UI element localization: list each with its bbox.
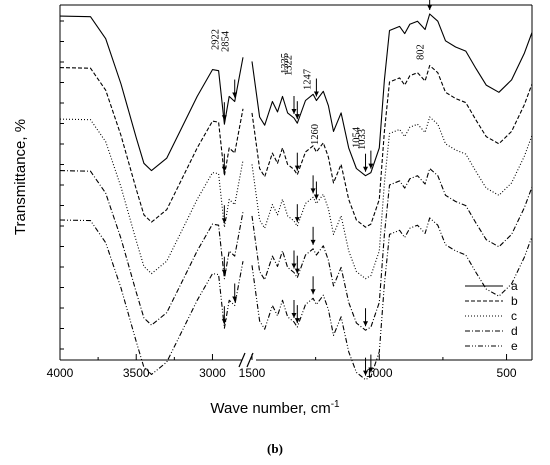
- peak-arrows: [221, 0, 433, 376]
- peak-arrow-head: [291, 312, 297, 318]
- peak-arrow-head: [363, 166, 369, 172]
- peak-arrow-head: [427, 5, 433, 10]
- axis-break-mark: [238, 352, 246, 368]
- series-e-left-line: [59, 219, 244, 376]
- peak-arrow-head: [294, 268, 300, 274]
- x-tick-label: 3000: [199, 366, 226, 380]
- peak-label: 1335: [280, 53, 291, 74]
- peak-arrow-head: [232, 92, 238, 98]
- figure-caption: (b): [267, 441, 283, 456]
- peak-arrow-head: [368, 163, 374, 169]
- series-layer: [59, 13, 533, 381]
- series-c-left-line: [59, 118, 244, 275]
- peak-label: 2854: [221, 30, 232, 52]
- peak-arrow-head: [221, 269, 227, 275]
- x-axis-title-main: Wave number, cm: [210, 400, 330, 417]
- peak-arrow-head: [294, 165, 300, 171]
- peak-arrow-head: [221, 319, 227, 325]
- peak-arrow-head: [294, 114, 300, 120]
- legend-label-e: e: [511, 339, 518, 353]
- x-tick-label: 4000: [47, 366, 74, 380]
- x-tick-label: 500: [497, 366, 517, 380]
- peak-arrow-head: [363, 370, 369, 376]
- series-c-right-line: [251, 116, 533, 280]
- series-a-right-line: [251, 13, 533, 177]
- series-b-left-line: [59, 67, 244, 223]
- peak-arrow-head: [363, 321, 369, 327]
- peak-arrow-head: [310, 188, 316, 194]
- peak-arrow-head: [221, 115, 227, 121]
- peak-arrow-head: [310, 239, 316, 245]
- peak-label: 802: [416, 44, 427, 60]
- peak-label: 1247: [302, 69, 313, 90]
- series-a-left-line: [59, 15, 244, 172]
- peak-arrow-head: [291, 109, 297, 115]
- x-axis-ticks: 4000 3500 3000 1500 1000 500: [47, 354, 517, 380]
- peak-label: 1322: [283, 55, 294, 76]
- x-tick-label: 1000: [366, 366, 393, 380]
- legend-label-c: c: [511, 309, 517, 323]
- legend-label-d: d: [511, 324, 518, 338]
- peak-arrow-head: [294, 217, 300, 223]
- peak-arrow-head: [221, 218, 227, 224]
- peak-label: 2922: [210, 29, 221, 50]
- peak-label: 1054: [352, 126, 363, 148]
- series-b-right-line: [251, 64, 533, 228]
- peak-arrow-head: [291, 263, 297, 269]
- peak-arrow-head: [232, 296, 238, 302]
- peak-label: 1033: [357, 129, 368, 150]
- plot-frame: [59, 4, 533, 368]
- peak-arrow-head: [313, 194, 319, 200]
- series-d-left-line: [59, 170, 244, 326]
- peak-arrow-head: [313, 91, 319, 97]
- series-d-right-line: [251, 167, 533, 331]
- y-axis-title: Transmittance, %: [12, 119, 29, 235]
- x-axis-title: Wave number, cm-1: [210, 399, 340, 417]
- x-tick-label: 1500: [239, 366, 266, 380]
- peak-arrow-head: [294, 318, 300, 324]
- peak-label: 1260: [310, 124, 321, 145]
- x-tick-label: 3500: [123, 366, 150, 380]
- x-axis-title-exponent: -1: [331, 399, 340, 410]
- peak-arrow-head: [368, 367, 374, 373]
- legend-label-a: a: [511, 279, 518, 293]
- legend-label-b: b: [511, 294, 518, 308]
- series-e-right-line: [251, 217, 533, 381]
- peak-arrow-head: [221, 166, 227, 172]
- peak-arrow-head: [310, 289, 316, 295]
